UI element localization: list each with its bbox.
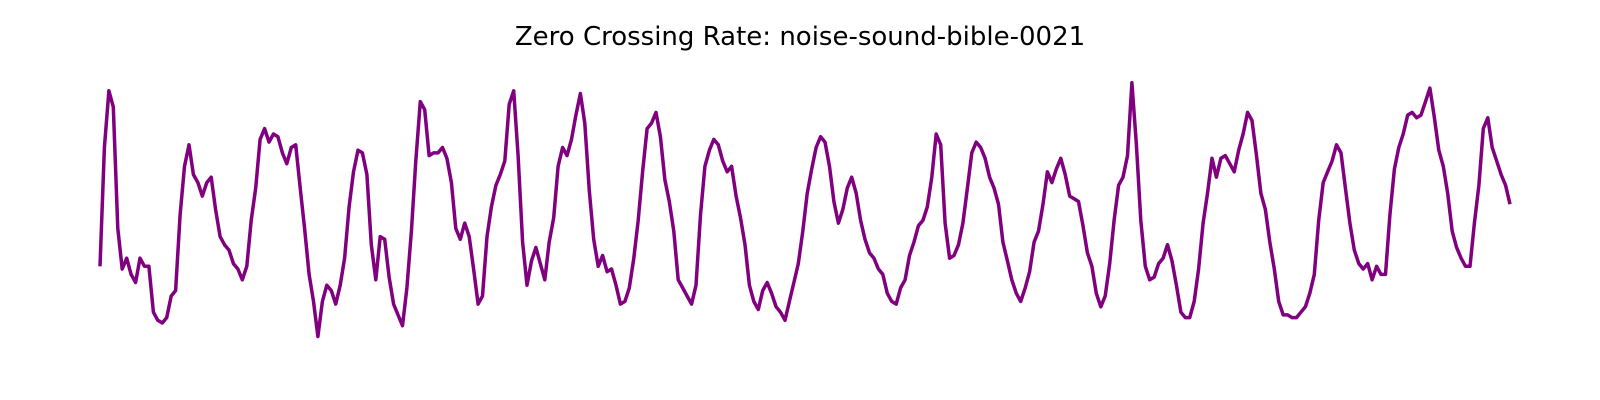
chart-title: Zero Crossing Rate: noise-sound-bible-00… bbox=[514, 22, 1086, 52]
series-line-0 bbox=[98, 80, 1512, 339]
